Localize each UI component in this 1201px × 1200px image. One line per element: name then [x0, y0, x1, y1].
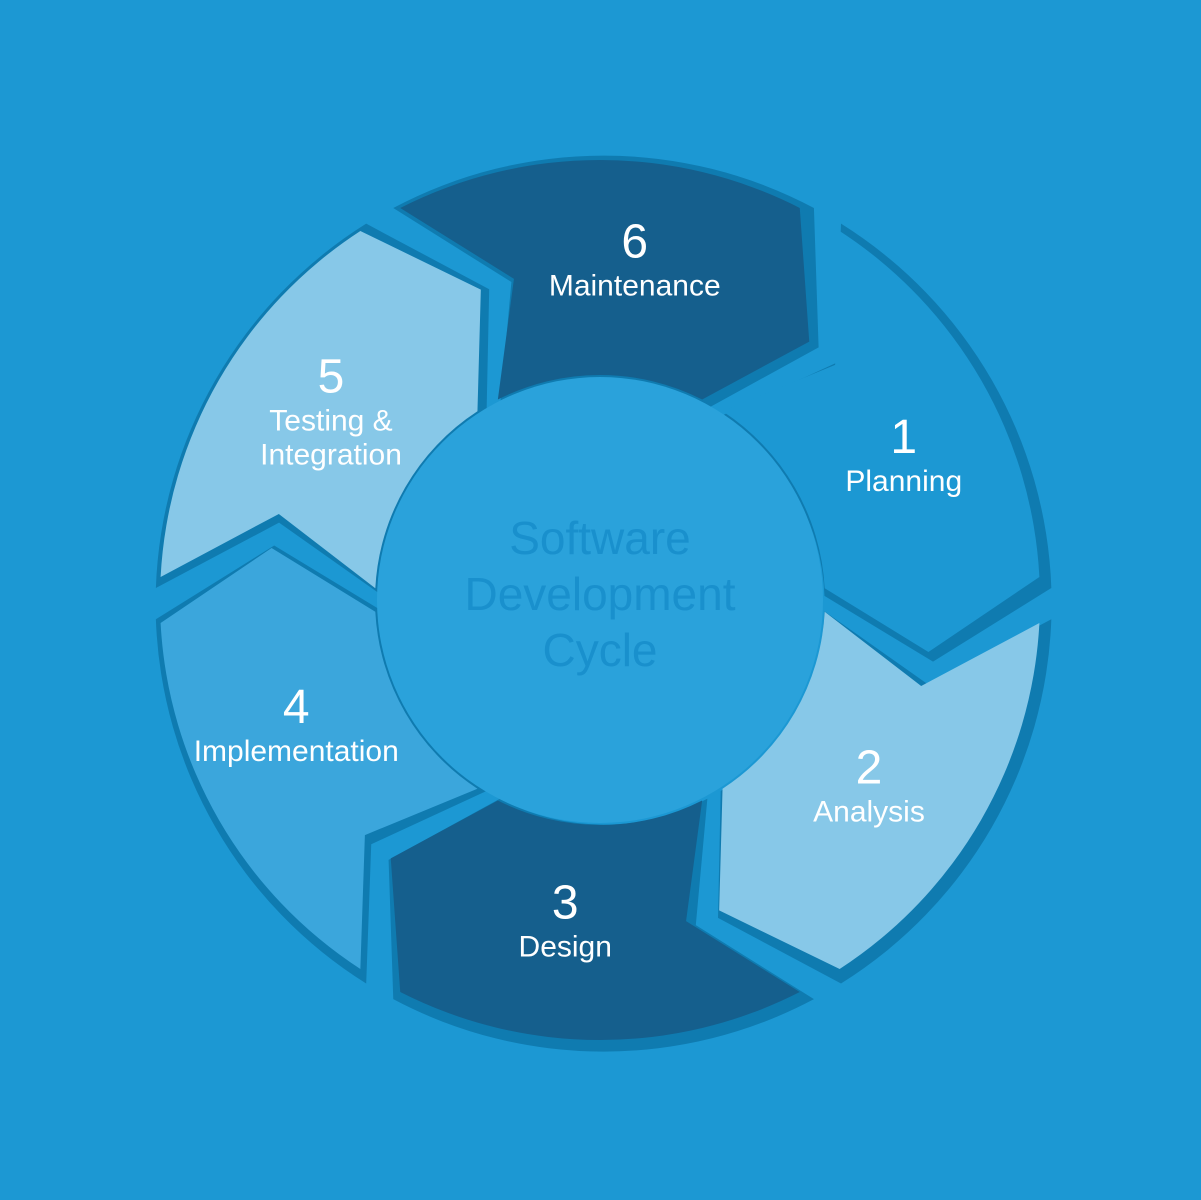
center-title-line: Cycle — [542, 624, 657, 676]
segment-number-6: 6 — [621, 215, 648, 268]
segment-label-2: Analysis — [813, 795, 925, 828]
segment-number-1: 1 — [890, 411, 917, 464]
segment-label-6: Maintenance — [549, 269, 721, 302]
segment-label-5: Testing & — [269, 405, 392, 438]
segment-number-5: 5 — [318, 351, 345, 404]
segment-label-3: Design — [519, 931, 612, 964]
center-title-line: Software — [509, 512, 691, 564]
segment-number-3: 3 — [552, 877, 579, 930]
segment-number-2: 2 — [856, 741, 883, 794]
center-title-line: Development — [464, 568, 735, 620]
segment-label-4: Implementation — [194, 735, 399, 768]
segment-label-1: Planning — [845, 465, 962, 498]
segment-label-5: Integration — [260, 439, 402, 472]
segment-number-4: 4 — [283, 681, 310, 734]
cycle-diagram: SoftwareDevelopmentCycle 1Planning 2Analy… — [0, 0, 1201, 1200]
